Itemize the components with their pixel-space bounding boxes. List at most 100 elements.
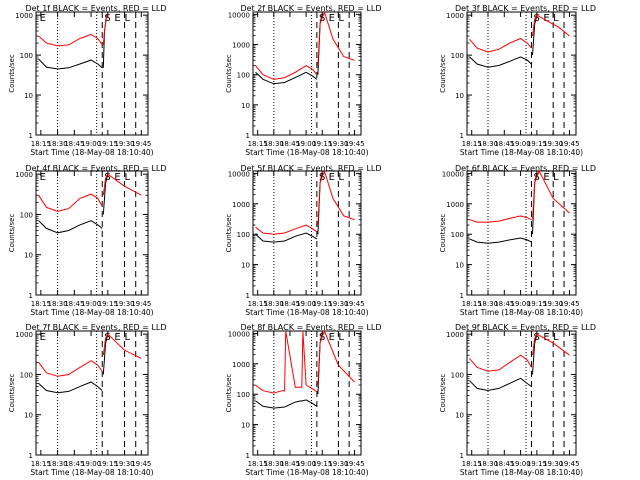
x-tick-label: 18:30 — [478, 460, 498, 468]
y-tick-label: 1 — [460, 292, 464, 300]
x-tick-label: 19:45 — [131, 140, 151, 148]
x-tick-label: 19:00 — [296, 460, 316, 468]
y-tick-label: 10000 — [228, 11, 250, 19]
red-series-line — [469, 354, 532, 372]
x-tick-label: 19:30 — [114, 460, 134, 468]
y-axis-label: Counts/sec — [8, 374, 16, 413]
y-tick-label: 1000 — [446, 331, 464, 339]
x-tick-label: 19:15 — [312, 300, 332, 308]
x-tick-label: 18:15 — [248, 300, 268, 308]
chart-title: Det 4f BLACK = Events, RED = LLD — [25, 164, 166, 173]
black-post-series-line — [102, 174, 109, 215]
y-axis-label: Counts/sec — [439, 374, 447, 413]
y-tick-label: 10000 — [442, 170, 464, 178]
x-tick-label: 19:45 — [559, 140, 579, 148]
flag-label: E — [114, 13, 120, 24]
x-axis-label: Start Time (18-May-08 18:10:40) — [245, 148, 368, 157]
x-tick-label: 19:15 — [527, 140, 547, 148]
chart-title: Det 1f BLACK = Events, RED = LLD — [25, 4, 166, 13]
plot-frame — [252, 330, 362, 456]
red-series-line — [469, 37, 532, 53]
x-tick-label: 19:30 — [328, 300, 348, 308]
chart-title: Det 5f BLACK = Events, RED = LLD — [240, 164, 381, 173]
chart-title: Det 6f BLACK = Events, RED = LLD — [455, 164, 596, 173]
y-axis-label: Counts/sec — [225, 214, 233, 253]
x-tick-label: 18:45 — [64, 300, 84, 308]
x-tick-label: 19:45 — [559, 460, 579, 468]
y-tick-label: 1000 — [232, 201, 250, 209]
chart-title: Det 7f BLACK = Events, RED = LLD — [25, 323, 166, 332]
flag-label: E — [114, 172, 120, 183]
y-tick-label: 1000 — [232, 42, 250, 50]
x-tick-label: 18:15 — [31, 300, 51, 308]
flag-label: E — [329, 172, 335, 183]
y-tick-label: 100 — [451, 231, 464, 239]
red-post-series-line — [532, 14, 570, 37]
y-tick-label: 1000 — [15, 171, 33, 179]
black-post-series-line — [102, 334, 109, 375]
y-tick-label: 1 — [29, 292, 33, 300]
x-tick-label: 19:45 — [131, 300, 151, 308]
y-axis-label: Counts/sec — [225, 374, 233, 413]
x-tick-label: 19:30 — [114, 140, 134, 148]
x-axis-label: Start Time (18-May-08 18:10:40) — [245, 468, 368, 477]
x-tick-label: 19:45 — [559, 300, 579, 308]
x-tick-label: 19:15 — [312, 140, 332, 148]
flag-label: L — [124, 13, 130, 24]
chart-panel-7: Det 7f BLACK = Events, RED = LLD 1 10 100 10… — [8, 323, 167, 477]
x-tick-label: 19:45 — [344, 300, 364, 308]
y-tick-label: 1 — [246, 132, 250, 140]
x-tick-label: 19:45 — [344, 140, 364, 148]
y-tick-label: 10000 — [228, 330, 250, 338]
x-tick-label: 18:15 — [248, 140, 268, 148]
black-series-line — [38, 381, 103, 394]
x-tick-label: 18:30 — [47, 300, 67, 308]
flag-label: E — [40, 13, 46, 24]
flag-label: L — [338, 13, 344, 24]
flag-label: L — [553, 172, 559, 183]
y-tick-label: 10 — [24, 92, 33, 100]
y-tick-label: 10 — [24, 412, 33, 420]
flag-label: E — [329, 332, 335, 343]
y-axis-label: Counts/sec — [8, 54, 16, 93]
flag-label: S — [104, 332, 110, 343]
black-series-line — [469, 377, 532, 392]
y-tick-label: 1000 — [446, 201, 464, 209]
y-tick-label: 1 — [460, 452, 464, 460]
x-tick-label: 19:30 — [543, 140, 563, 148]
x-axis-label: Start Time (18-May-08 18:10:40) — [460, 468, 583, 477]
x-tick-label: 19:00 — [296, 300, 316, 308]
x-tick-label: 19:00 — [511, 300, 531, 308]
x-tick-label: 19:00 — [81, 140, 101, 148]
flag-label: L — [124, 172, 130, 183]
plot-frame — [466, 330, 577, 456]
flag-label: S — [534, 332, 540, 343]
x-tick-label: 18:30 — [478, 140, 498, 148]
y-tick-label: 1 — [246, 292, 250, 300]
x-tick-label: 18:45 — [64, 140, 84, 148]
y-axis-label: Counts/sec — [225, 54, 233, 93]
y-tick-label: 1000 — [232, 361, 250, 369]
y-tick-label: 100 — [237, 231, 250, 239]
y-tick-label: 1 — [460, 132, 464, 140]
x-tick-label: 19:15 — [98, 300, 118, 308]
y-tick-label: 10 — [241, 102, 250, 110]
x-tick-label: 19:30 — [328, 460, 348, 468]
y-tick-label: 10 — [455, 92, 464, 100]
chart-panel-3: Det 3f BLACK = Events, RED = LLD 1 10 100 10… — [439, 4, 596, 157]
black-post-series-line — [532, 334, 538, 375]
x-tick-label: 18:45 — [494, 140, 514, 148]
x-tick-label: 19:00 — [296, 140, 316, 148]
chart-title: Det 9f BLACK = Events, RED = LLD — [455, 323, 596, 332]
x-tick-label: 19:30 — [543, 300, 563, 308]
red-post-series-line — [102, 14, 108, 45]
flag-label: E — [543, 172, 549, 183]
plot-frame — [252, 11, 362, 136]
black-post-series-line — [532, 15, 538, 56]
x-tick-label: 19:15 — [527, 460, 547, 468]
flag-label: L — [338, 172, 344, 183]
y-axis-label: Counts/sec — [439, 54, 447, 93]
chart-panel-5: Det 5f BLACK = Events, RED = LLD 1 10 100 10… — [225, 164, 382, 317]
x-tick-label: 19:00 — [81, 300, 101, 308]
